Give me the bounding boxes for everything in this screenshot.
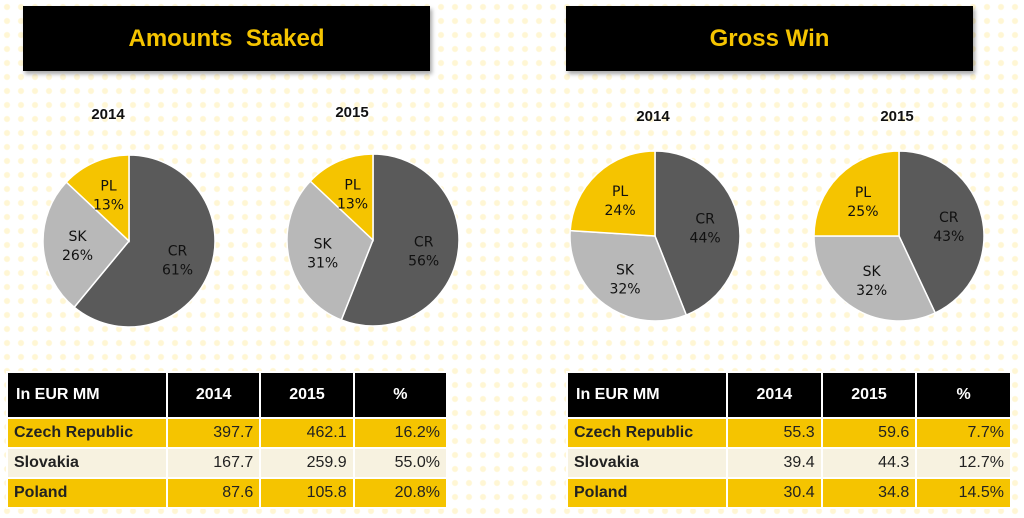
pie-category-label: SK xyxy=(314,236,333,252)
pie-slice-pl xyxy=(65,154,130,243)
table-cell: 44.3 xyxy=(820,447,918,479)
table-cell: 39.4 xyxy=(726,447,823,479)
table-cell: 55.0% xyxy=(352,447,449,479)
amounts-staked-title: Amounts Staked xyxy=(23,6,430,71)
pie-category-label: CR xyxy=(414,235,434,251)
column-header: 2014 xyxy=(726,371,823,419)
gross-win-section: Gross Win 2014 CR 44% SK 32% PL 24% 2015 CR 43… xyxy=(512,0,1024,518)
table-row: Czech Republic 55.3 59.6 7.7% xyxy=(566,417,1012,449)
pie-value-label: 25% xyxy=(847,204,878,220)
column-header: % xyxy=(915,371,1012,419)
table-cell: 87.6 xyxy=(165,477,262,509)
table-cell: 167.7 xyxy=(165,447,262,479)
pie-slice-cr xyxy=(73,154,216,328)
table-cell: Czech Republic xyxy=(566,417,728,449)
column-header: 2014 xyxy=(165,371,262,419)
table-row: Slovakia 167.7 259.9 55.0% xyxy=(6,447,449,479)
column-header: In EUR MM xyxy=(566,371,728,419)
pie-slice-cr xyxy=(654,150,741,317)
pie-slice-pl xyxy=(309,153,374,242)
pie-year-label: 2015 xyxy=(335,104,369,121)
amounts-staked-section: Amounts Staked 2014 CR 61% SK 26% PL 13% 2015… xyxy=(6,6,460,509)
table-cell: 16.2% xyxy=(352,417,449,449)
table-cell: 462.1 xyxy=(259,417,355,449)
table-cell: Czech Republic xyxy=(6,417,168,449)
table-cell: 12.7% xyxy=(915,447,1012,479)
table-cell: Poland xyxy=(6,477,168,509)
table-cell: 105.8 xyxy=(259,477,355,509)
pie-value-label: 43% xyxy=(933,229,964,245)
pie-year-label: 2014 xyxy=(91,106,125,123)
pie-category-label: SK xyxy=(68,229,87,245)
pie-chart-staked-2014: CR 61% SK 26% PL 13% xyxy=(42,154,216,328)
pie-category-label: CR xyxy=(939,210,959,226)
table-header-row: In EUR MM 2014 2015 % xyxy=(566,371,1012,419)
pie-chart-grosswin-2014: CR 44% SK 32% PL 24% xyxy=(569,150,741,322)
table-row: Czech Republic 397.7 462.1 16.2% xyxy=(6,417,449,449)
table-cell: Slovakia xyxy=(6,447,168,479)
table-cell: 397.7 xyxy=(165,417,262,449)
pie-year-label: 2015 xyxy=(880,108,914,125)
pie-slice-sk xyxy=(286,180,374,321)
pie-value-label: 31% xyxy=(307,255,338,271)
pie-category-label: PL xyxy=(344,178,360,194)
table-cell: Slovakia xyxy=(566,447,728,479)
pie-category-label: PL xyxy=(100,179,116,195)
column-header: % xyxy=(352,371,449,419)
table-row: Slovakia 39.4 44.3 12.7% xyxy=(566,447,1012,479)
pie-category-label: CR xyxy=(695,211,715,227)
pie-slice-pl xyxy=(569,150,656,237)
column-header: 2015 xyxy=(259,371,355,419)
pie-category-label: PL xyxy=(855,185,871,201)
pie-slice-pl xyxy=(813,150,900,237)
gross-win-title: Gross Win xyxy=(566,6,973,71)
pie-chart-staked-2015: CR 56% SK 31% PL 13% xyxy=(286,153,460,327)
table-cell: 259.9 xyxy=(259,447,355,479)
table-cell: 59.6 xyxy=(820,417,918,449)
amounts-staked-table: In EUR MM 2014 2015 % Czech Republic 397… xyxy=(6,371,449,509)
pie-slice-cr xyxy=(898,150,985,314)
pie-year-label: 2014 xyxy=(636,108,670,125)
pie-category-label: PL xyxy=(612,184,628,200)
pie-value-label: 44% xyxy=(690,230,721,246)
pie-slice-cr xyxy=(340,153,460,327)
table-cell: 30.4 xyxy=(726,477,823,509)
pie-value-label: 13% xyxy=(93,198,124,214)
pie-value-label: 61% xyxy=(162,262,193,278)
table-cell: 34.8 xyxy=(820,477,918,509)
column-header: 2015 xyxy=(820,371,918,419)
pie-slice-sk xyxy=(813,235,937,322)
pie-category-label: SK xyxy=(616,262,635,278)
pie-value-label: 56% xyxy=(408,254,439,270)
table-cell: 14.5% xyxy=(915,477,1012,509)
table-header-row: In EUR MM 2014 2015 % xyxy=(6,371,449,419)
table-cell: Poland xyxy=(566,477,728,509)
pie-chart-grosswin-2015: CR 43% SK 32% PL 25% xyxy=(813,150,985,322)
pie-value-label: 32% xyxy=(856,283,887,299)
pie-category-label: SK xyxy=(863,264,882,280)
table-row: Poland 30.4 34.8 14.5% xyxy=(566,477,1012,509)
pie-slice-sk xyxy=(42,181,131,309)
table-cell: 20.8% xyxy=(352,477,449,509)
pie-value-label: 13% xyxy=(337,197,368,213)
pie-category-label: CR xyxy=(168,243,188,259)
pie-value-label: 24% xyxy=(605,203,636,219)
pie-slice-sk xyxy=(569,229,688,322)
gross-win-table: In EUR MM 2014 2015 % Czech Republic 55.… xyxy=(566,371,1012,509)
table-cell: 55.3 xyxy=(726,417,823,449)
pie-value-label: 26% xyxy=(62,248,93,264)
pie-value-label: 32% xyxy=(609,281,640,297)
table-row: Poland 87.6 105.8 20.8% xyxy=(6,477,449,509)
table-cell: 7.7% xyxy=(915,417,1012,449)
column-header: In EUR MM xyxy=(6,371,168,419)
